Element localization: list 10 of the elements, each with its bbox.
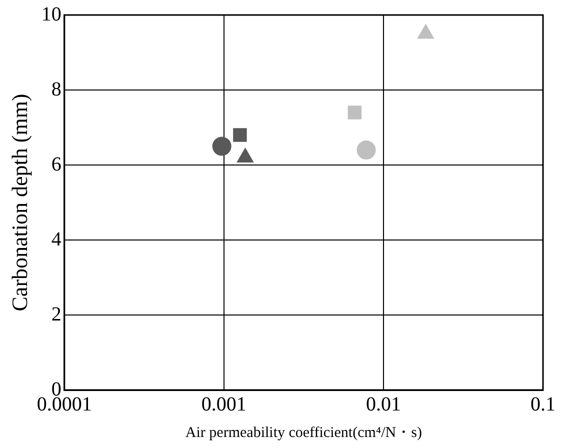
x-tick-label: 0.01 bbox=[366, 393, 401, 416]
y-tick-label: 6 bbox=[51, 153, 62, 176]
y-tick-label: 4 bbox=[51, 228, 62, 250]
y-tick-label: 10 bbox=[41, 3, 62, 26]
x-tick-label: 0.001 bbox=[201, 393, 246, 416]
y-axis-title: Carbonation depth (mm) bbox=[6, 94, 32, 312]
x-tick-label: 0.1 bbox=[530, 393, 556, 416]
y-tick-label: 8 bbox=[51, 78, 62, 100]
y-tick-label: 2 bbox=[51, 303, 62, 326]
x-axis-title: Air permeability coefficient(cm⁴/N・s) bbox=[185, 424, 422, 441]
